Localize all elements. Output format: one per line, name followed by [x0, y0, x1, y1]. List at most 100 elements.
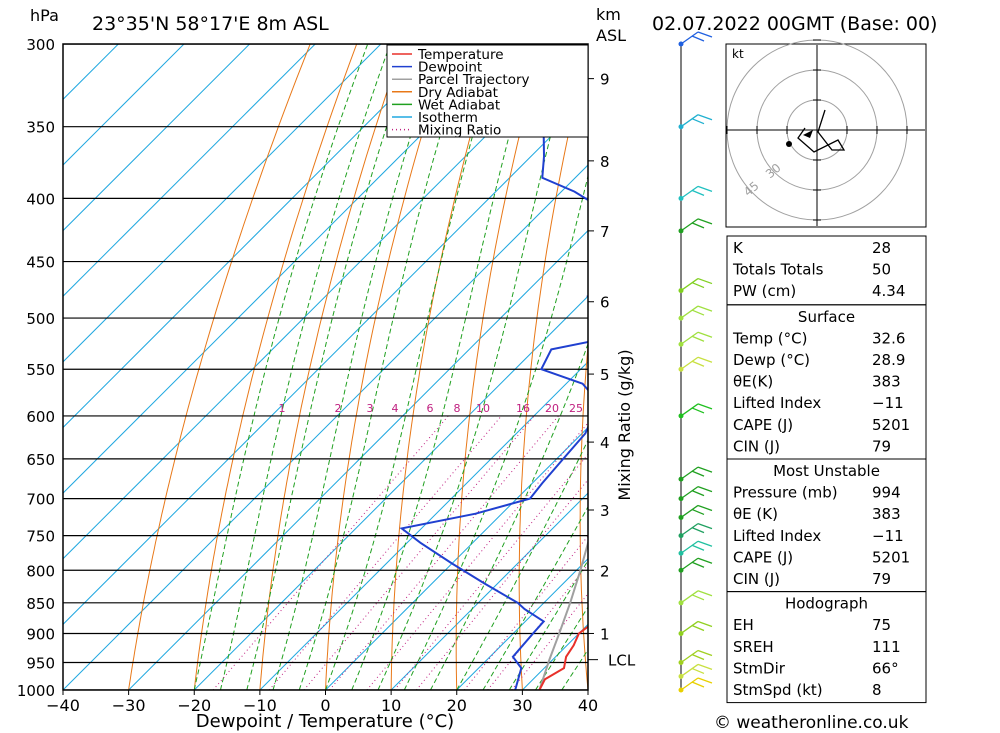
pressure-tick-label: 650: [26, 451, 55, 469]
wet-adiabat-line: [377, 44, 575, 690]
isotherm-line: [193, 295, 588, 690]
hodograph-frame: [725, 43, 927, 228]
table-section-box: [726, 591, 927, 704]
dry-adiabat-line: [696, 44, 729, 690]
index-value: 79: [872, 437, 891, 455]
dewpoint-profile: [399, 44, 588, 690]
pressure-tick-label: 400: [26, 190, 55, 208]
height-tick-label: 8: [600, 153, 610, 171]
wind-barb: [680, 114, 713, 128]
pressure-tick-label: 900: [26, 625, 55, 643]
wind-barb: [680, 620, 713, 634]
index-label: PW (cm): [733, 282, 796, 300]
x-tick-label: 0: [320, 696, 330, 715]
height-tick-label: 2: [600, 562, 610, 580]
isotherm-line: [63, 44, 185, 166]
pressure-tick-label: 800: [26, 562, 55, 580]
mixing-ratio-line: [366, 422, 588, 690]
mixing-ratio-label: 6: [427, 402, 434, 415]
wet-adiabat-line: [325, 44, 500, 690]
x-tick-label: 40: [578, 696, 598, 715]
wind-barb: [680, 466, 713, 480]
index-value: −11: [872, 394, 904, 412]
mixing-ratio-label: 25: [569, 402, 583, 415]
legend-entry: Isotherm: [418, 110, 478, 126]
height-axis: 9 8 7 6 5 4 3 2 1 LCL: [588, 71, 636, 670]
pressure-tick-label: 700: [26, 491, 55, 509]
mixing-ratio-label: 8: [454, 402, 461, 415]
hodograph-storm-motion: [786, 141, 792, 147]
height-tick-label: 5: [600, 366, 610, 384]
hodograph-arrow: [803, 130, 813, 138]
x-tick-label: −30: [112, 696, 146, 715]
index-label: Pressure (mb): [733, 484, 838, 502]
mixing-ratio-label: 16: [516, 402, 530, 415]
dry-adiabat-line: [959, 44, 1000, 690]
index-value: 28: [872, 239, 891, 257]
table-section-title: Surface: [798, 308, 855, 326]
index-label: θE (K): [733, 505, 778, 523]
hodograph-trace: [797, 109, 846, 153]
isotherm-line: [63, 44, 119, 101]
pressure-unit-label: hPa: [30, 6, 59, 25]
pressure-tick-label: 1000: [17, 682, 55, 700]
index-label: Dewp (°C): [733, 351, 810, 369]
legend-entry: Temperature: [417, 47, 504, 63]
mixing-ratio-label: 2: [335, 402, 342, 415]
x-tick-label: −10: [243, 696, 277, 715]
wet-adiabat-line: [246, 44, 415, 690]
wind-barb: [680, 331, 713, 345]
wind-barb: [680, 277, 713, 292]
mixing-ratio-line: [329, 415, 559, 690]
wet-adiabat-line: [193, 44, 369, 690]
location-title: 23°35'N 58°17'E 8m ASL: [92, 13, 329, 35]
height-tick-label: 3: [600, 502, 610, 520]
pressure-axis: 300 350 400 450 500 550 600 650 700 750 800 850 900 9…: [17, 36, 55, 700]
index-label: CAPE (J): [733, 548, 793, 566]
index-label: CAPE (J): [733, 416, 793, 434]
pressure-tick-label: 350: [26, 119, 55, 137]
wind-barb: [680, 540, 713, 554]
height-unit-asl: ASL: [596, 26, 626, 45]
wet-adiabat-line: [456, 438, 588, 690]
index-value: 66°: [872, 659, 899, 677]
wet-adiabat-line: [272, 44, 441, 690]
mixing-ratio-line: [212, 415, 449, 690]
temperature-profile: [538, 625, 588, 690]
index-value: 5201: [872, 416, 910, 434]
legend-entry: Wet Adiabat: [418, 97, 500, 113]
wind-barb: [680, 557, 713, 571]
height-tick-label: 1: [600, 625, 610, 643]
pressure-tick-label: 550: [26, 361, 55, 379]
index-label: EH: [733, 616, 754, 634]
mixing-ratio-label: 4: [392, 402, 399, 415]
isotherm-line: [63, 44, 513, 494]
lcl-label: LCL: [608, 652, 636, 670]
datetime-title: 02.07.2022 00GMT (Base: 00): [652, 13, 937, 35]
index-value: 32.6: [872, 329, 905, 347]
wind-barb: [680, 218, 713, 232]
table-section-title: Hodograph: [785, 595, 868, 613]
mixing-ratio-label: 20: [545, 402, 559, 415]
mixing-ratio-label: 10: [476, 402, 490, 415]
isotherm-line: [63, 44, 250, 232]
dry-adiabat-line: [325, 44, 451, 690]
parcel-trajectory-profile: [538, 539, 588, 690]
x-tick-label: −40: [46, 696, 80, 715]
wind-barb: [680, 590, 713, 604]
indices-table: K 28 Totals Totals 50 PW (cm) 4.34 Surface Temp…: [726, 235, 927, 704]
mixing-ratio-label: 3: [367, 402, 374, 415]
wind-barb: [680, 504, 713, 518]
mixing-ratio-line: [268, 415, 502, 690]
index-label: Temp (°C): [732, 329, 807, 347]
mixing-ratio-labels: 1 2 3 4 6 8 10 16 20 25: [279, 402, 584, 415]
pressure-tick-label: 600: [26, 408, 55, 426]
wind-barb: [680, 486, 713, 500]
wet-adiabat-line: [430, 342, 588, 690]
credit-footer: © weatheronline.co.uk: [714, 713, 909, 733]
isotherm-line: [259, 361, 588, 690]
temperature-axis: −40 −30 −20 −10 0 10 20 30 40: [46, 690, 598, 715]
